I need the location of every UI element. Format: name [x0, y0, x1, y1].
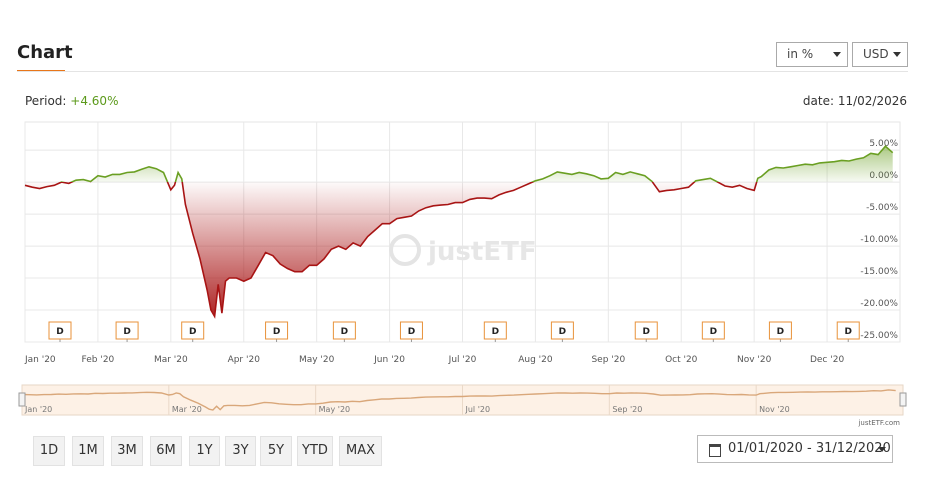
currency-select[interactable]: USD	[852, 42, 908, 67]
x-tick-label: Dec '20	[810, 355, 844, 365]
credit: justETF.com	[857, 419, 900, 427]
y-tick-label: -15.00%	[860, 267, 898, 277]
line	[24, 145, 894, 319]
dividend-label: D	[844, 327, 851, 337]
dividend-label: D	[643, 327, 650, 337]
x-tick-label: Jul '20	[448, 355, 477, 365]
navigator-label: May '20	[319, 405, 350, 414]
range-button[interactable]: YTD	[297, 436, 333, 466]
x-tick-label: May '20	[299, 355, 335, 365]
range-button[interactable]: 3M	[111, 436, 143, 466]
y-tick-label: -20.00%	[860, 299, 898, 309]
dividend-label: D	[492, 327, 499, 337]
x-tick-label: Sep '20	[591, 355, 625, 365]
dividend-marker	[701, 321, 725, 340]
x-tick-label: Feb '20	[82, 355, 115, 365]
unit-select[interactable]: in %	[776, 42, 848, 67]
x-tick-label: Apr '20	[228, 355, 261, 365]
x-tick-label: Jan '20	[24, 355, 56, 365]
dividend-marker	[115, 321, 139, 340]
navigator-handle[interactable]	[18, 392, 26, 407]
separator	[17, 71, 908, 72]
watermark: justETF	[427, 237, 537, 267]
area	[25, 146, 893, 317]
range-button[interactable]: 5Y	[260, 436, 292, 466]
y-tick-label: 5.00%	[869, 139, 898, 149]
navigator-label: Nov '20	[759, 405, 790, 414]
range-button[interactable]: 1Y	[189, 436, 220, 466]
dividend-marker	[836, 321, 860, 340]
navigator-label: Jul '20	[465, 405, 491, 414]
dividend-marker	[768, 321, 792, 340]
date: date: 11/02/2026	[802, 94, 907, 108]
x-tick-label: Nov '20	[737, 355, 772, 365]
navigator-label: Jan '20	[24, 405, 52, 414]
range-button[interactable]: 1D	[33, 436, 65, 466]
dividend-label: D	[559, 327, 566, 337]
dividend-marker	[48, 321, 72, 340]
dividend-marker	[332, 321, 356, 340]
section-title: Chart	[17, 42, 73, 63]
dividend-marker	[634, 321, 658, 340]
x-tick-label: Oct '20	[665, 355, 698, 365]
range-button[interactable]: 1M	[72, 436, 104, 466]
watermark-logo	[389, 234, 421, 266]
date-range-picker[interactable]: 01/01/2020 - 31/12/2020	[697, 435, 893, 463]
navigator-label: Sep '20	[612, 405, 642, 414]
range-button[interactable]: 6M	[150, 436, 182, 466]
x-tick-label: Aug '20	[518, 355, 553, 365]
dividend-label: D	[189, 327, 196, 337]
period-label: Period:	[25, 94, 67, 108]
x-tick-label: Mar '20	[154, 355, 188, 365]
navigator-line	[21, 389, 896, 411]
period-value: +4.60%	[70, 94, 119, 108]
range-button[interactable]: 3Y	[225, 436, 256, 466]
y-tick-label: -25.00%	[860, 331, 898, 341]
navigator-handle[interactable]	[899, 392, 907, 407]
dividend-label: D	[123, 327, 130, 337]
range-button[interactable]: MAX	[339, 436, 382, 466]
dividend-label: D	[341, 327, 348, 337]
dividend-label: D	[273, 327, 280, 337]
dividend-label: D	[408, 327, 415, 337]
dividend-marker	[181, 321, 205, 340]
navigator-label: Mar '20	[172, 405, 202, 414]
dividend-marker	[483, 321, 507, 340]
y-tick-label: -10.00%	[860, 235, 898, 245]
y-tick-label: -5.00%	[866, 203, 898, 213]
x-tick-label: Jun '20	[373, 355, 405, 365]
dividend-label: D	[56, 327, 63, 337]
dividend-label: D	[710, 327, 717, 337]
dividend-marker	[550, 321, 574, 340]
period: Period: +4.60%	[25, 94, 118, 108]
dividend-marker	[265, 321, 289, 340]
dividend-marker	[399, 321, 423, 340]
dividend-label: D	[777, 327, 784, 337]
